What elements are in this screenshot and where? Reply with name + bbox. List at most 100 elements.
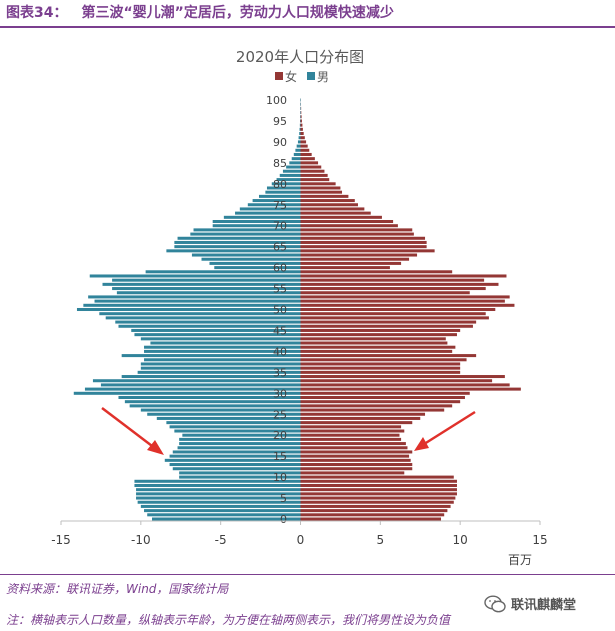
bar-male-age-2 <box>144 509 301 513</box>
bar-female-age-26 <box>300 408 445 412</box>
bar-female-age-9 <box>300 479 457 483</box>
bar-female-age-10 <box>300 475 454 479</box>
bar-female-age-82 <box>300 173 328 177</box>
bar-female-age-18 <box>300 442 406 446</box>
bar-male-age-30 <box>73 391 301 395</box>
bar-female-age-28 <box>300 400 461 404</box>
bar-male-age-78 <box>265 190 301 194</box>
watermark: 联讯麒麟堂 <box>484 594 576 613</box>
bar-male-age-0 <box>152 517 301 521</box>
legend-label-female: 女 <box>285 69 297 84</box>
x-tick-labels: -15 -10 -5 0 5 10 15 <box>51 521 548 547</box>
bar-male-age-90 <box>297 140 301 144</box>
bar-female-age-11 <box>300 471 405 475</box>
y-tick-label: 80 <box>273 178 287 191</box>
bar-male-age-75 <box>247 203 301 207</box>
bar-male-age-88 <box>295 148 301 152</box>
bar-male-age-48 <box>105 316 301 320</box>
bar-male-age-70 <box>212 224 301 228</box>
bar-female-age-57 <box>300 278 485 282</box>
bar-male-age-3 <box>140 504 301 508</box>
bar-male-age-41 <box>144 345 301 349</box>
y-tick-label: 90 <box>273 136 287 149</box>
bar-male-age-11 <box>179 471 301 475</box>
bar-male-age-100 <box>300 98 301 102</box>
bar-male-age-40 <box>144 349 301 353</box>
y-tick-label: 25 <box>273 408 287 421</box>
bar-male-age-10 <box>179 475 301 479</box>
y-tick-label: 100 <box>266 94 287 107</box>
bar-male-age-63 <box>191 253 301 257</box>
bar-male-age-33 <box>92 379 301 383</box>
bar-male-age-82 <box>279 173 301 177</box>
x-tick-label: 10 <box>453 533 468 547</box>
bar-male-age-57 <box>112 278 301 282</box>
figure-title: 图表34： 第三波“婴儿潮”定居后，劳动力人口规模快速减少 <box>6 2 394 22</box>
bar-female-age-14 <box>300 458 411 462</box>
y-tick-label: 40 <box>273 345 287 358</box>
annotation-arrow-right <box>414 410 476 451</box>
bar-male-age-22 <box>169 425 301 429</box>
bar-male-age-62 <box>201 257 301 261</box>
bar-male-age-18 <box>179 442 301 446</box>
y-tick-label: 35 <box>273 366 287 379</box>
bar-male-age-9 <box>134 479 301 483</box>
bar-male-age-94 <box>299 123 301 127</box>
bar-male-age-44 <box>134 333 301 337</box>
y-tick-label: 85 <box>273 157 287 170</box>
bar-female-age-53 <box>300 295 510 299</box>
bar-female-age-25 <box>300 412 426 416</box>
bar-male-age-20 <box>182 433 301 437</box>
bar-male-age-92 <box>299 132 301 136</box>
bar-male-age-34 <box>121 375 301 379</box>
source-note: 资料来源：联讯证券，Wind，国家统计局 <box>6 582 229 596</box>
bar-female-age-23 <box>300 421 413 425</box>
bar-female-age-24 <box>300 416 421 420</box>
y-tick-label: 0 <box>280 513 287 526</box>
bar-female-age-6 <box>300 492 457 496</box>
bar-male-age-56 <box>102 282 301 286</box>
bar-female-age-30 <box>300 391 470 395</box>
bar-female-age-88 <box>300 148 310 152</box>
footnote: 注：横轴表示人口数量，纵轴表示年龄，为方便在轴两侧表示，我们将男性设为负值 <box>6 613 451 627</box>
bar-female-age-19 <box>300 437 402 441</box>
bar-female-age-22 <box>300 425 402 429</box>
bar-female-age-50 <box>300 307 496 312</box>
bar-male-age-74 <box>239 207 301 211</box>
bar-female-age-52 <box>300 299 505 303</box>
bar-male-age-19 <box>179 437 301 441</box>
bar-female-age-46 <box>300 324 473 328</box>
y-tick-label: 55 <box>273 283 287 296</box>
bar-male-age-61 <box>209 261 301 265</box>
y-tick-label: 50 <box>273 304 287 317</box>
bar-female-age-41 <box>300 345 456 349</box>
x-tick-label: 15 <box>532 533 547 547</box>
x-tick-label: 0 <box>297 533 305 547</box>
bar-female-age-96 <box>300 115 302 119</box>
bar-female-age-43 <box>300 337 446 341</box>
population-pyramid-chart: 2020年人口分布图 女 男 0510152025303540455055606… <box>51 48 548 567</box>
bar-female-age-38 <box>300 358 467 362</box>
bar-female-age-79 <box>300 186 341 190</box>
bar-female-age-48 <box>300 316 489 320</box>
y-tick-label: 70 <box>273 220 287 233</box>
bar-female-age-16 <box>300 450 413 454</box>
y-tick-label: 30 <box>273 387 287 400</box>
bar-female-age-27 <box>300 404 453 408</box>
bar-male-age-66 <box>174 240 301 244</box>
bar-male-age-17 <box>177 446 301 450</box>
x-tick-label: 5 <box>377 533 385 547</box>
bar-male-age-49 <box>99 312 301 316</box>
bar-female-age-91 <box>300 136 305 140</box>
bar-female-age-72 <box>300 215 382 219</box>
bar-male-age-15 <box>169 454 301 458</box>
bar-male-age-58 <box>89 274 301 278</box>
bar-male-age-73 <box>235 211 301 215</box>
bar-male-age-36 <box>140 366 301 370</box>
bar-male-age-45 <box>131 328 301 332</box>
bar-male-age-28 <box>124 400 301 404</box>
bar-male-age-27 <box>129 404 301 408</box>
bar-female-age-0 <box>300 517 442 521</box>
bar-female-age-62 <box>300 257 410 261</box>
bar-male-age-53 <box>88 295 301 299</box>
